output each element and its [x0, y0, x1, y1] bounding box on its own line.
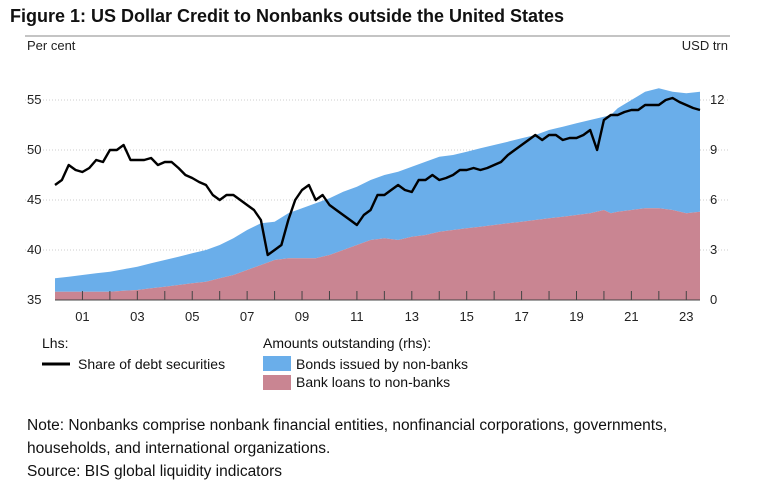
left-tick-label: 50 — [27, 142, 41, 157]
x-tick-label: 09 — [295, 309, 309, 324]
x-tick-label: 17 — [514, 309, 528, 324]
legend-line-label: Share of debt securities — [78, 356, 225, 372]
source-text: Source: BIS global liquidity indicators — [27, 463, 283, 480]
x-tick-label: 05 — [185, 309, 199, 324]
line-layer — [54, 96, 701, 257]
right-tick-label: 12 — [710, 92, 724, 107]
right-tick-label: 0 — [710, 292, 717, 307]
x-tick-label: 23 — [679, 309, 693, 324]
left-tick-label: 40 — [27, 242, 41, 257]
x-tick-label: 07 — [240, 309, 254, 324]
left-tick-label: 45 — [27, 192, 41, 207]
legend: Lhs: Share of debt securities Amounts ou… — [42, 335, 468, 390]
x-tick-label: 11 — [350, 309, 364, 324]
bank-loans-area — [55, 208, 700, 300]
note-text: Note: Nonbanks comprise nonbank financia… — [27, 417, 668, 434]
legend-bonds-swatch — [263, 356, 291, 371]
note-text-continued: households, and international organizati… — [27, 440, 331, 457]
x-tick-label: 03 — [130, 309, 144, 324]
right-tick-label: 3 — [710, 242, 717, 257]
legend-rhs-header: Amounts outstanding (rhs): — [263, 335, 431, 351]
x-tick-label: 21 — [624, 309, 638, 324]
grid-lines — [25, 99, 730, 251]
left-axis-label: Per cent — [27, 38, 76, 53]
x-tick-label: 13 — [405, 309, 419, 324]
chart: 35 0 40 3 45 6 50 9 55 12 01 03 05 07 09 11 13 15 17 19 21 23… — [25, 35, 730, 390]
right-tick-label: 6 — [710, 192, 717, 207]
left-tick-label: 55 — [27, 92, 41, 107]
share-line — [54, 96, 701, 257]
right-tick-label: 9 — [710, 142, 717, 157]
axis-layer: 35 0 40 3 45 6 50 9 55 12 01 03 05 07 09 11 13 15 17 19 21 23 — [27, 92, 724, 324]
x-tick-label: 15 — [459, 309, 473, 324]
legend-lhs-header: Lhs: — [42, 335, 68, 351]
x-tick-label: 01 — [75, 309, 89, 324]
left-tick-label: 35 — [27, 292, 41, 307]
legend-bonds-label: Bonds issued by non-banks — [296, 356, 468, 372]
area-layer — [55, 88, 700, 300]
x-tick-label: 19 — [569, 309, 583, 324]
notes: Note: Nonbanks comprise nonbank financia… — [27, 414, 757, 483]
figure-title: Figure 1: US Dollar Credit to Nonbanks o… — [10, 6, 565, 26]
legend-loans-label: Bank loans to non-banks — [296, 374, 450, 390]
bonds-area — [55, 88, 700, 292]
right-axis-label: USD trn — [682, 38, 728, 53]
legend-loans-swatch — [263, 375, 291, 390]
